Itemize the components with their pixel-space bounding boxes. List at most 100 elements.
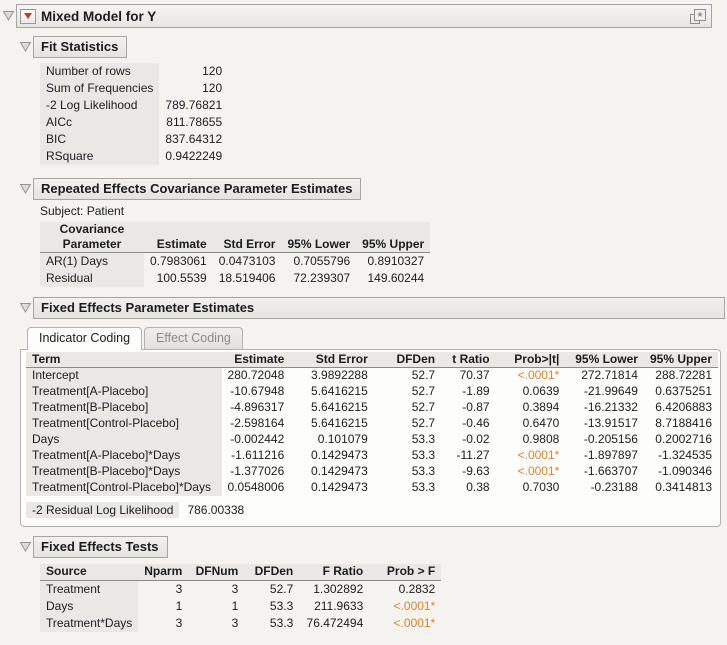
column-header: Prob > F <box>369 563 442 581</box>
cell-prob-t: <.0001* <box>517 448 560 462</box>
cell-95-upper: -1.090346 <box>657 464 712 478</box>
stat-label: BIC <box>40 131 160 148</box>
fixed-effects-tests-header-row: Fixed Effects Tests <box>20 535 725 558</box>
table-header-row: Term Estimate Std Error DFDen t Ratio Pr… <box>26 351 718 368</box>
column-header: 95% Lower <box>565 351 644 368</box>
cell-term: Days <box>26 431 222 448</box>
cell-t-ratio: -0.02 <box>462 432 490 446</box>
column-header: t Ratio <box>441 351 496 368</box>
cell-estimate: 0.7983061 <box>150 253 207 268</box>
cell-95-lower: -0.23188 <box>590 480 638 494</box>
cell-estimate: 100.5539 <box>156 270 207 285</box>
cell-dfnum: 3 <box>231 581 239 596</box>
cell-prob-t: 0.9808 <box>522 432 560 446</box>
cell-term: Treatment[Control-Placebo]*Days <box>26 479 222 496</box>
cell-95-upper: -1.324535 <box>657 448 712 462</box>
star-icon[interactable]: ★ <box>690 8 706 24</box>
stat-value: 0.9422249 <box>165 149 223 163</box>
cell-dfden: 52.7 <box>411 416 436 430</box>
cell-95-upper: 0.3414813 <box>655 480 712 494</box>
section-title-repeated-effects: Repeated Effects Covariance Parameter Es… <box>33 178 362 200</box>
cell-std-error: 0.1429473 <box>311 448 368 462</box>
cell-std-error: 0.101079 <box>317 432 368 446</box>
cell-std-error: 0.0473103 <box>218 253 276 268</box>
residual-log-likelihood-value: 786.00338 <box>187 502 245 517</box>
disclosure-triangle-open-icon[interactable] <box>20 541 31 552</box>
stat-value: 837.64312 <box>165 132 223 146</box>
stat-label: Sum of Frequencies <box>40 80 160 97</box>
cell-95-upper: 0.2002716 <box>655 432 712 446</box>
cell-parameter: AR(1) Days <box>40 252 144 270</box>
cell-dfden: 53.3 <box>269 615 294 630</box>
cell-95-lower: -1.897897 <box>583 448 638 462</box>
cell-dfden: 52.7 <box>411 368 436 383</box>
fixed-effects-tests-table: Source Nparm DFNum DFDen F Ratio Prob > … <box>40 563 442 632</box>
table-row: -2 Log Likelihood 789.76821 <box>40 97 228 114</box>
section-title-fixed-effects-estimates: Fixed Effects Parameter Estimates <box>33 296 725 319</box>
column-header: 95% Upper <box>356 222 431 253</box>
cell-estimate: 280.72048 <box>227 368 285 383</box>
cell-t-ratio: 70.37 <box>459 368 490 383</box>
cell-source: Treatment <box>40 580 139 598</box>
cell-std-error: 5.6416215 <box>311 400 368 414</box>
cell-prob-t: 0.7030 <box>522 480 560 494</box>
column-header: 95% Upper <box>643 351 718 368</box>
stat-label: RSquare <box>40 148 160 165</box>
table-row: Treatment[A-Placebo]*Days -1.611216 0.14… <box>26 447 718 464</box>
cell-prob-t: <.0001* <box>517 368 560 383</box>
indicator-coding-panel: Term Estimate Std Error DFDen t Ratio Pr… <box>20 348 721 527</box>
cell-estimate: -1.611216 <box>231 448 285 462</box>
cell-estimate: -4.896317 <box>230 400 285 414</box>
cell-dfden: 53.3 <box>411 464 436 478</box>
cell-95-upper: 288.72281 <box>655 368 712 383</box>
column-header: Term <box>26 351 222 368</box>
table-row: Days 1 1 53.3 211.9633 <.0001* <box>40 597 441 615</box>
cell-dfden: 53.3 <box>411 448 436 462</box>
tab-indicator-coding[interactable]: Indicator Coding <box>27 326 143 350</box>
disclosure-triangle-open-icon[interactable] <box>20 302 31 313</box>
fit-statistics-section: Fit Statistics Number of rows 120 Sum of … <box>20 36 725 165</box>
stat-label: -2 Log Likelihood <box>40 97 160 114</box>
cell-t-ratio: 0.38 <box>466 480 490 494</box>
red-triangle-menu-icon[interactable] <box>20 8 36 24</box>
table-row: Treatment 3 3 52.7 1.302892 0.2832 <box>40 580 441 598</box>
disclosure-triangle-open-icon[interactable] <box>3 11 14 21</box>
column-header: Covariance Parameter <box>40 222 144 253</box>
cell-source: Treatment*Days <box>40 614 139 632</box>
cell-dfnum: 1 <box>231 598 239 613</box>
cell-nparm: 1 <box>175 598 183 613</box>
cell-t-ratio: -0.87 <box>462 400 490 414</box>
subject-label: Subject: Patient <box>40 204 125 218</box>
cell-95-lower: -16.21332 <box>583 400 638 414</box>
cell-dfden: 53.3 <box>411 480 436 494</box>
section-title-fixed-effects-tests: Fixed Effects Tests <box>33 535 168 558</box>
stat-value: 120 <box>202 64 223 78</box>
report-title-row: Mixed Model for Y ★ <box>3 4 725 28</box>
stat-value: 811.78655 <box>166 115 223 129</box>
cell-t-ratio: -1.89 <box>462 384 490 398</box>
column-header: Std Error <box>212 222 282 253</box>
cell-std-error: 0.1429473 <box>311 480 368 494</box>
cell-prob-f: <.0001* <box>393 615 436 630</box>
cell-95-upper: 6.4206883 <box>655 400 712 414</box>
table-row: Treatment[A-Placebo] -10.67948 5.6416215… <box>26 383 718 400</box>
cell-95-lower: 0.7055796 <box>293 253 351 268</box>
disclosure-triangle-open-icon[interactable] <box>20 42 31 52</box>
stat-label: Number of rows <box>40 63 160 80</box>
column-header: Nparm <box>138 563 189 581</box>
cell-source: Days <box>40 597 139 615</box>
cell-dfden: 53.3 <box>411 432 436 446</box>
column-header: Estimate <box>144 222 213 253</box>
table-row: Residual 100.5539 18.519406 72.239307 14… <box>40 269 430 287</box>
column-header: Prob>|t| <box>495 351 566 368</box>
cell-t-ratio: -9.63 <box>462 464 490 478</box>
cell-term: Treatment[A-Placebo] <box>26 383 222 400</box>
tab-effect-coding[interactable]: Effect Coding <box>144 326 243 349</box>
disclosure-triangle-open-icon[interactable] <box>20 184 31 194</box>
cell-95-lower: -1.663707 <box>583 464 638 478</box>
table-row: BIC 837.64312 <box>40 131 228 148</box>
table-row: AICc 811.78655 <box>40 114 228 131</box>
stat-value: 789.76821 <box>165 98 223 112</box>
cell-95-lower: 272.71814 <box>581 368 638 383</box>
cell-term: Treatment[Control-Placebo] <box>26 415 222 432</box>
